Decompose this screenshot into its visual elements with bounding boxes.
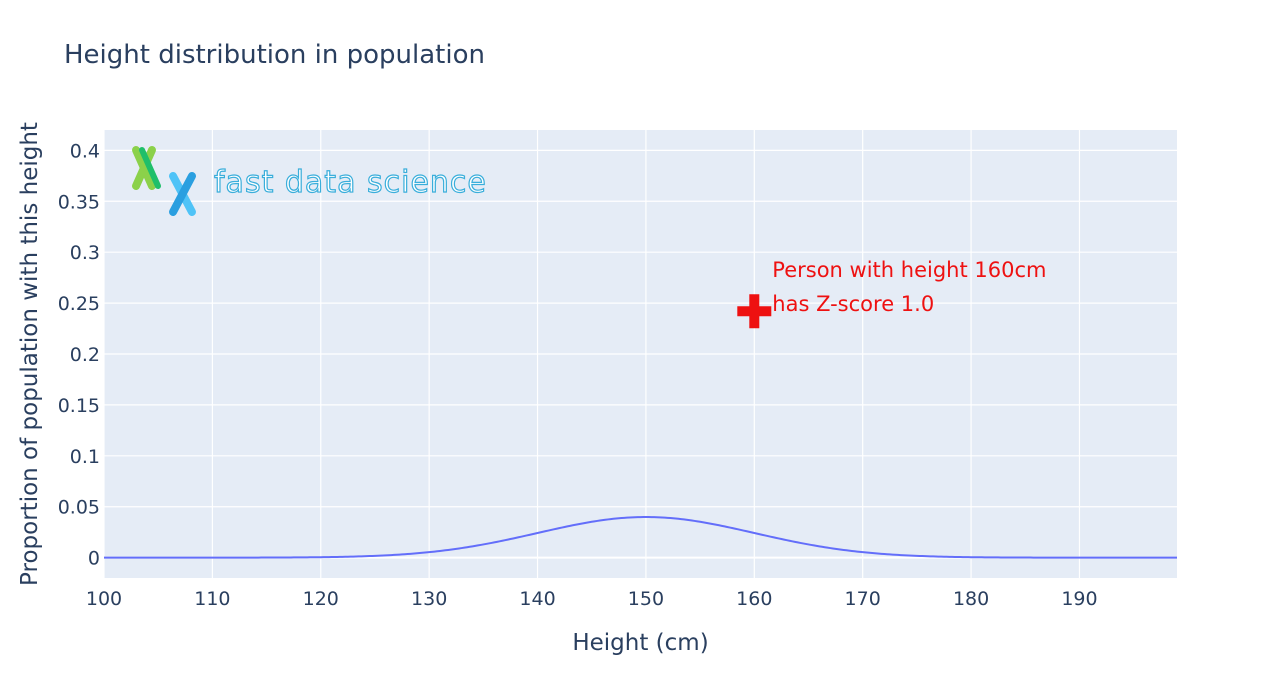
logo-text: fast data science [214, 165, 487, 200]
y-tick-label: 0.25 [58, 293, 100, 315]
y-tick-label: 0.15 [58, 395, 100, 417]
x-axis-ticks: 100 110 120 130 140 150 160 170 180 190 [86, 588, 1098, 610]
y-tick-label: 0.2 [70, 344, 100, 366]
x-axis-title: Height (cm) [572, 630, 708, 656]
y-axis-title: Proportion of population with this heigh… [17, 122, 43, 586]
x-tick-label: 180 [953, 588, 989, 610]
logo-mark-icon [132, 146, 196, 216]
y-tick-label: 0.1 [70, 446, 100, 468]
x-tick-label: 190 [1061, 588, 1097, 610]
fast-data-science-logo: fast data science [132, 146, 487, 216]
x-tick-label: 160 [736, 588, 772, 610]
y-tick-label: 0.35 [58, 191, 100, 213]
chart-title: Height distribution in population [64, 40, 485, 70]
x-tick-label: 140 [519, 588, 555, 610]
marker-cross-icon [737, 294, 772, 329]
x-tick-label: 110 [194, 588, 230, 610]
y-tick-label: 0 [88, 548, 100, 570]
x-tick-label: 150 [628, 588, 664, 610]
y-axis-ticks: 0 0.05 0.1 0.15 0.2 0.25 0.3 0.35 0.4 [58, 140, 100, 569]
annotation-line: has Z-score 1.0 [772, 292, 934, 316]
x-tick-label: 170 [845, 588, 881, 610]
y-tick-label: 0.4 [70, 140, 100, 162]
y-tick-label: 0.3 [70, 242, 100, 264]
highlight-marker [737, 294, 772, 329]
x-tick-label: 130 [411, 588, 447, 610]
y-tick-label: 0.05 [58, 497, 100, 519]
x-tick-label: 120 [303, 588, 339, 610]
annotation: Person with height 160cm has Z-score 1.0 [772, 258, 1046, 316]
annotation-line: Person with height 160cm [772, 258, 1046, 282]
series-line-height-distribution [104, 516, 1177, 559]
x-tick-label: 100 [86, 588, 122, 610]
